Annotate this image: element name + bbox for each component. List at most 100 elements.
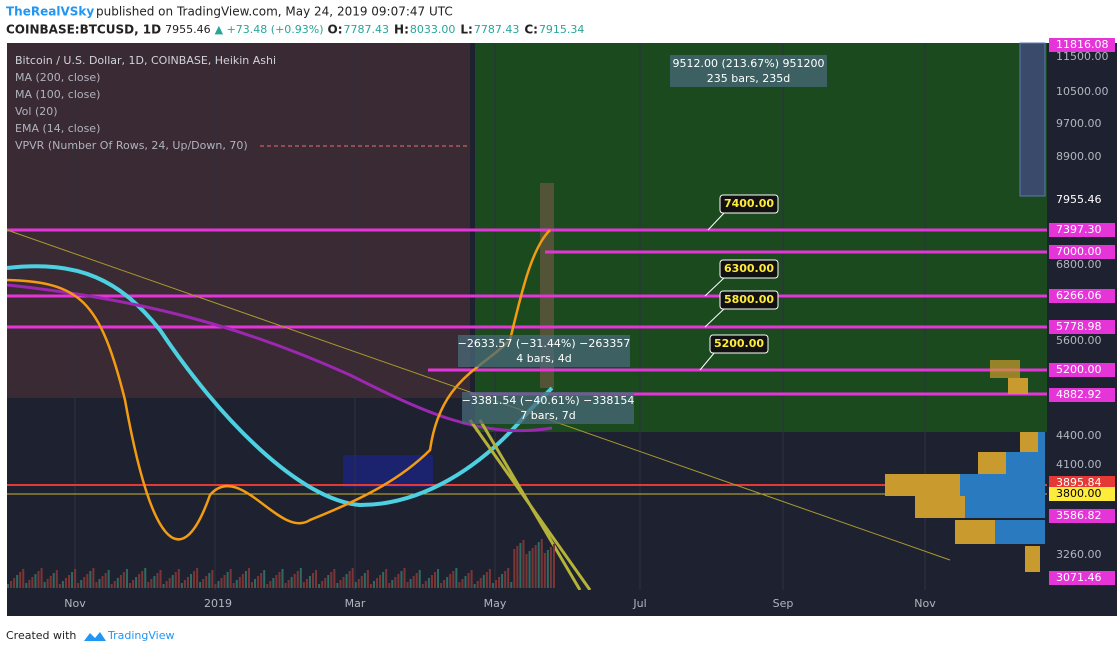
volume-bar — [101, 576, 104, 588]
price-label: 5200.00 — [1056, 363, 1102, 376]
volume-bar — [260, 573, 263, 588]
price-tag — [1049, 223, 1115, 237]
legend-item: MA (200, close) — [15, 71, 100, 84]
callouts: 7400.00 6300.00 5800.00 5200.00 — [699, 194, 779, 371]
ohlc-value: 7787.43 — [474, 23, 520, 36]
measure-line: −2633.57 (−31.44%) −263357 — [458, 337, 631, 350]
price-tag — [1049, 320, 1115, 334]
symbol: COINBASE:BTCUSD, 1D — [6, 23, 161, 37]
volume-bar — [443, 580, 446, 588]
volume-bar — [202, 579, 205, 588]
volume-bar — [125, 569, 128, 588]
volume-bar — [528, 551, 531, 588]
time-label: May — [484, 597, 507, 610]
price-label: 3260.00 — [1056, 548, 1102, 561]
volume-bar — [519, 543, 522, 588]
volume-bar — [495, 580, 497, 588]
callout-label: 7400.00 — [724, 197, 774, 210]
volume-bar — [534, 545, 537, 588]
volume-bar — [510, 582, 513, 588]
volume-bar — [415, 573, 418, 588]
volume-bar — [186, 577, 189, 588]
volume-bar — [269, 581, 272, 588]
volume-bar — [52, 573, 55, 588]
volume-bar — [92, 568, 95, 588]
volume-bar — [156, 573, 159, 588]
time-axis — [7, 590, 1117, 616]
footer-brand[interactable]: TradingView — [107, 629, 174, 642]
volume-bar — [464, 576, 467, 588]
volume-bar — [49, 576, 52, 588]
volume-bar — [40, 568, 43, 588]
volume-bar — [421, 584, 424, 588]
ohlc-key: H: — [394, 23, 409, 37]
published: published on TradingView.com, May 24, 20… — [96, 5, 453, 19]
volume-bar — [366, 570, 369, 588]
volume-bar — [400, 571, 403, 588]
measure-line: 7 bars, 7d — [520, 409, 575, 422]
author[interactable]: TheRealVSky — [6, 5, 94, 19]
volume-bar — [522, 540, 525, 588]
volume-bar — [296, 571, 299, 588]
volume-bar — [440, 583, 443, 588]
volume-bar — [110, 584, 113, 588]
legend-item: MA (100, close) — [15, 88, 100, 101]
volume-bar — [13, 578, 16, 588]
volume-bar — [360, 576, 363, 588]
price-tag — [1049, 363, 1115, 377]
volume-bar — [391, 580, 394, 588]
price-label: 5778.98 — [1056, 320, 1102, 333]
ma-line — [6, 264, 554, 508]
volume-bar — [287, 580, 290, 588]
volume-bar — [299, 568, 302, 588]
volume-bar — [379, 575, 382, 588]
volume-bar — [470, 570, 473, 588]
time-label: 2019 — [204, 597, 232, 610]
volume-bar — [437, 569, 440, 588]
volume-bar — [89, 571, 92, 588]
volume-bar — [244, 571, 247, 588]
volume-bar — [241, 574, 244, 588]
volume-bar — [235, 580, 238, 588]
volume-bar — [308, 576, 311, 588]
callout-label: 5200.00 — [714, 337, 764, 350]
volume-bar — [552, 544, 555, 588]
volume-bar — [80, 580, 83, 588]
volume-bar — [321, 581, 324, 588]
volume-bar — [177, 569, 180, 588]
price-label: 3895.84 — [1056, 476, 1102, 489]
volume-bar — [141, 571, 144, 588]
volume-bar — [458, 582, 461, 588]
time-label: Sep — [773, 597, 794, 610]
volume-bar — [205, 576, 208, 588]
volume-bar — [37, 571, 40, 588]
range-box — [1019, 42, 1046, 197]
volume-bar — [180, 583, 183, 588]
volume-bar — [305, 579, 308, 588]
volume-bar — [162, 584, 165, 588]
ohlc-value: 7787.43 — [344, 23, 390, 36]
volume — [7, 539, 555, 588]
volume-bar — [427, 578, 430, 588]
volume-bar — [263, 570, 266, 588]
price-label: 6266.06 — [1056, 289, 1102, 302]
volume-bar — [467, 573, 470, 588]
volume-bar — [293, 574, 296, 588]
volume-bar — [345, 574, 348, 588]
volume-bar — [113, 581, 116, 588]
legend-item: EMA (14, close) — [15, 122, 100, 135]
volume-bar — [339, 580, 342, 588]
volume-bar — [86, 574, 89, 588]
price-label: 5600.00 — [1056, 334, 1102, 347]
volume-bar — [540, 539, 543, 588]
volume-bar — [214, 584, 217, 588]
volume-bar — [397, 574, 400, 588]
volume-bar — [385, 569, 388, 588]
volume-bar — [363, 573, 366, 588]
volume-bar — [257, 576, 260, 588]
volume-bar — [64, 578, 67, 588]
volume-bar — [254, 579, 257, 588]
legend-item: VPVR (Number Of Rows, 24, Up/Down, 70) — [15, 139, 248, 152]
volume-bar — [211, 570, 214, 588]
volume-bar — [342, 577, 345, 588]
